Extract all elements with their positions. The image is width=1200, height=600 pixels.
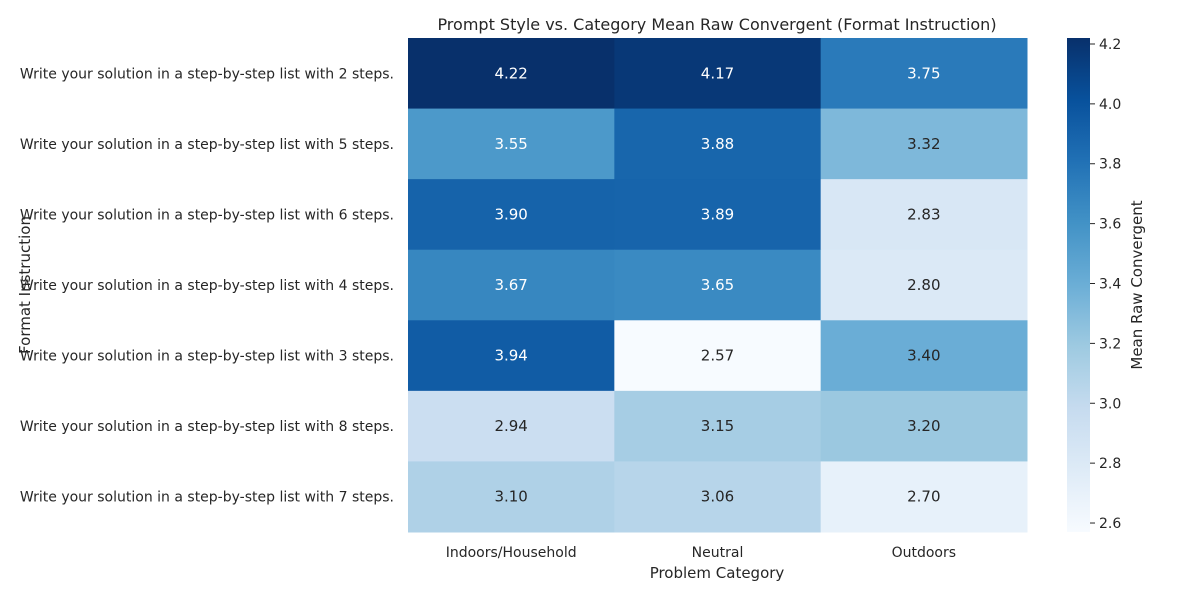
colorbar-tick-label: 2.8 <box>1099 456 1121 472</box>
cell-value-label: 2.70 <box>907 488 940 506</box>
heatmap-cell <box>614 249 822 321</box>
cell-value-label: 3.32 <box>907 135 940 153</box>
cell-value-label: 3.15 <box>701 417 734 435</box>
heatmap-cell <box>408 38 615 110</box>
cell-value-label: 2.94 <box>494 417 527 435</box>
heatmap-cell <box>614 390 822 462</box>
heatmap-cell <box>614 179 822 251</box>
colorbar-title: Mean Raw Convergent <box>1128 200 1146 369</box>
heatmap-cells: 4.22 4.17 3.75 3.55 3.88 3.32 3.90 3.89 2.83 3.67… <box>408 38 1028 533</box>
heatmap-cell <box>408 108 615 180</box>
heatmap-cell <box>614 108 822 180</box>
x-tick-label: Outdoors <box>892 545 956 561</box>
heatmap-cell <box>820 390 1028 462</box>
y-tick-labels: Write your solution in a step-by-step li… <box>20 66 394 505</box>
colorbar-tick-label: 4.0 <box>1099 97 1121 113</box>
heatmap-cell <box>408 390 615 462</box>
x-tick-labels: Indoors/Household Neutral Outdoors <box>446 545 956 561</box>
cell-value-label: 2.83 <box>907 205 940 223</box>
colorbar-tick-label: 2.6 <box>1099 516 1121 532</box>
cell-value-label: 3.89 <box>701 205 734 223</box>
heatmap-cell <box>408 320 615 392</box>
heatmap-cell <box>408 461 615 533</box>
heatmap-cell <box>820 461 1028 533</box>
cell-value-label: 3.10 <box>494 488 527 506</box>
cell-value-label: 3.06 <box>701 488 734 506</box>
cell-value-label: 3.94 <box>494 347 527 365</box>
heatmap-cell <box>820 38 1028 110</box>
cell-value-label: 3.75 <box>907 64 940 82</box>
colorbar-tick-label: 4.2 <box>1099 37 1121 53</box>
cell-value-label: 4.17 <box>701 64 734 82</box>
heatmap-cell <box>614 320 822 392</box>
cell-value-label: 3.55 <box>494 135 527 153</box>
chart-title: Prompt Style vs. Category Mean Raw Conve… <box>437 15 996 34</box>
heatmap-cell <box>820 179 1028 251</box>
heatmap-cell <box>820 108 1028 180</box>
colorbar-tick-label: 3.4 <box>1099 277 1121 293</box>
colorbar-tick-label: 3.8 <box>1099 157 1121 173</box>
y-tick-label: Write your solution in a step-by-step li… <box>20 207 394 223</box>
cell-value-label: 3.90 <box>494 205 527 223</box>
y-axis-title: Format Instruction <box>16 216 34 354</box>
y-tick-label: Write your solution in a step-by-step li… <box>20 278 394 294</box>
y-tick-label: Write your solution in a step-by-step li… <box>20 137 394 153</box>
cell-value-label: 4.22 <box>494 64 527 82</box>
heatmap-cell <box>408 249 615 321</box>
heatmap-cell <box>820 320 1028 392</box>
y-tick-label: Write your solution in a step-by-step li… <box>20 66 394 82</box>
x-axis-title: Problem Category <box>650 564 785 582</box>
cell-value-label: 3.67 <box>494 276 527 294</box>
heatmap-cell <box>614 461 822 533</box>
heatmap-cell <box>408 179 615 251</box>
colorbar-tick-label: 3.2 <box>1099 336 1121 352</box>
cell-value-label: 2.80 <box>907 276 940 294</box>
heatmap-cell <box>820 249 1028 321</box>
colorbar-gradient <box>1067 38 1090 532</box>
cell-value-label: 3.40 <box>907 347 940 365</box>
y-tick-label: Write your solution in a step-by-step li… <box>20 490 394 506</box>
cell-value-label: 3.88 <box>701 135 734 153</box>
colorbar-tick-label: 3.0 <box>1099 396 1121 412</box>
y-tick-label: Write your solution in a step-by-step li… <box>20 419 394 435</box>
x-tick-label: Indoors/Household <box>446 545 577 561</box>
y-tick-label: Write your solution in a step-by-step li… <box>20 349 394 365</box>
cell-value-label: 3.65 <box>701 276 734 294</box>
heatmap-cell <box>614 38 822 110</box>
colorbar: 2.6 2.8 3.0 3.2 3.4 3.6 3.8 4.0 4.2 <box>1067 37 1121 532</box>
cell-value-label: 3.20 <box>907 417 940 435</box>
colorbar-tick-label: 3.6 <box>1099 217 1121 233</box>
cell-value-label: 2.57 <box>701 347 734 365</box>
x-tick-label: Neutral <box>692 545 744 561</box>
